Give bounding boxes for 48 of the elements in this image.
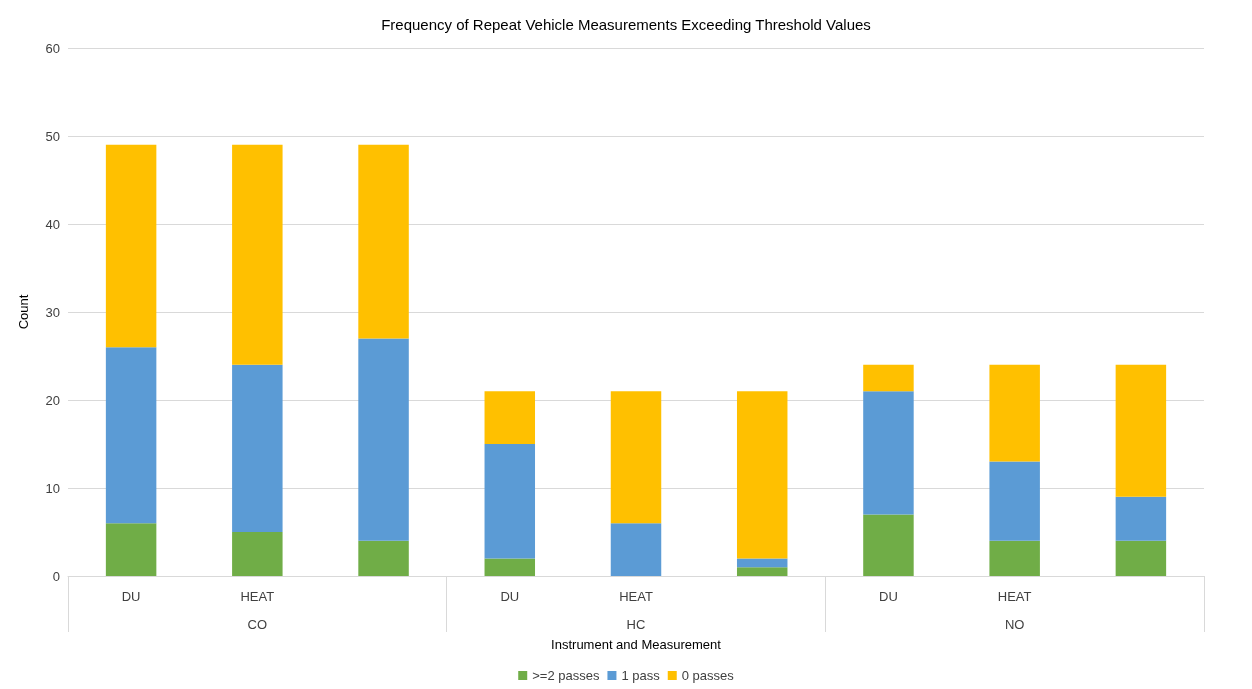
- bar: [105, 144, 157, 348]
- bar: [105, 523, 157, 576]
- bar: [736, 391, 788, 559]
- y-tick-label: 30: [45, 304, 60, 320]
- bar: [358, 540, 409, 576]
- bar: [1115, 364, 1167, 497]
- bar: [484, 391, 536, 444]
- x-tick-label: HEAT: [619, 589, 653, 604]
- bar: [484, 558, 536, 576]
- bar: [232, 144, 283, 365]
- text: CO: [247, 617, 268, 632]
- bar: [1115, 540, 1167, 576]
- x-tick-label: DU: [879, 589, 898, 604]
- legend-label: 1 pass: [621, 668, 661, 683]
- x-axis-title: Instrument and Measurement: [551, 637, 722, 652]
- text: HC: [626, 617, 646, 632]
- x-tick-label: HEAT: [997, 589, 1032, 604]
- bar: [358, 144, 409, 339]
- bar: [232, 364, 283, 532]
- y-tick-label: 10: [45, 480, 60, 496]
- bar: [863, 391, 914, 515]
- bar: [989, 540, 1040, 576]
- legend-label: 0 passes: [681, 668, 735, 683]
- bar: [736, 558, 788, 568]
- bar: [358, 338, 409, 541]
- y-tick-label: 50: [45, 128, 60, 144]
- x-tick-label: DU: [121, 589, 141, 604]
- bar: [1115, 496, 1167, 541]
- legend-label: >=2 passes: [532, 668, 600, 683]
- y-tick-label: 40: [45, 216, 60, 232]
- text: NO: [1004, 617, 1025, 632]
- bar: [610, 391, 662, 524]
- bar: [863, 364, 914, 392]
- bar: [989, 364, 1040, 462]
- y-tick-label: 60: [45, 40, 60, 56]
- chart-title: Frequency of Repeat Vehicle Measurements Exceeding Threshold Values: [381, 16, 871, 33]
- y-tick-label: 0: [52, 568, 60, 584]
- bar: [232, 532, 283, 576]
- bar: [610, 523, 662, 576]
- y-tick-label: 20: [45, 392, 60, 408]
- bar: [863, 514, 914, 576]
- x-tick-label: HEAT: [240, 589, 275, 604]
- bar: [989, 461, 1040, 541]
- y-axis-title: Count: [16, 294, 31, 330]
- bar: [105, 347, 157, 524]
- bar: [736, 567, 788, 576]
- x-tick-label: DU: [500, 589, 520, 604]
- bar: [484, 444, 536, 559]
